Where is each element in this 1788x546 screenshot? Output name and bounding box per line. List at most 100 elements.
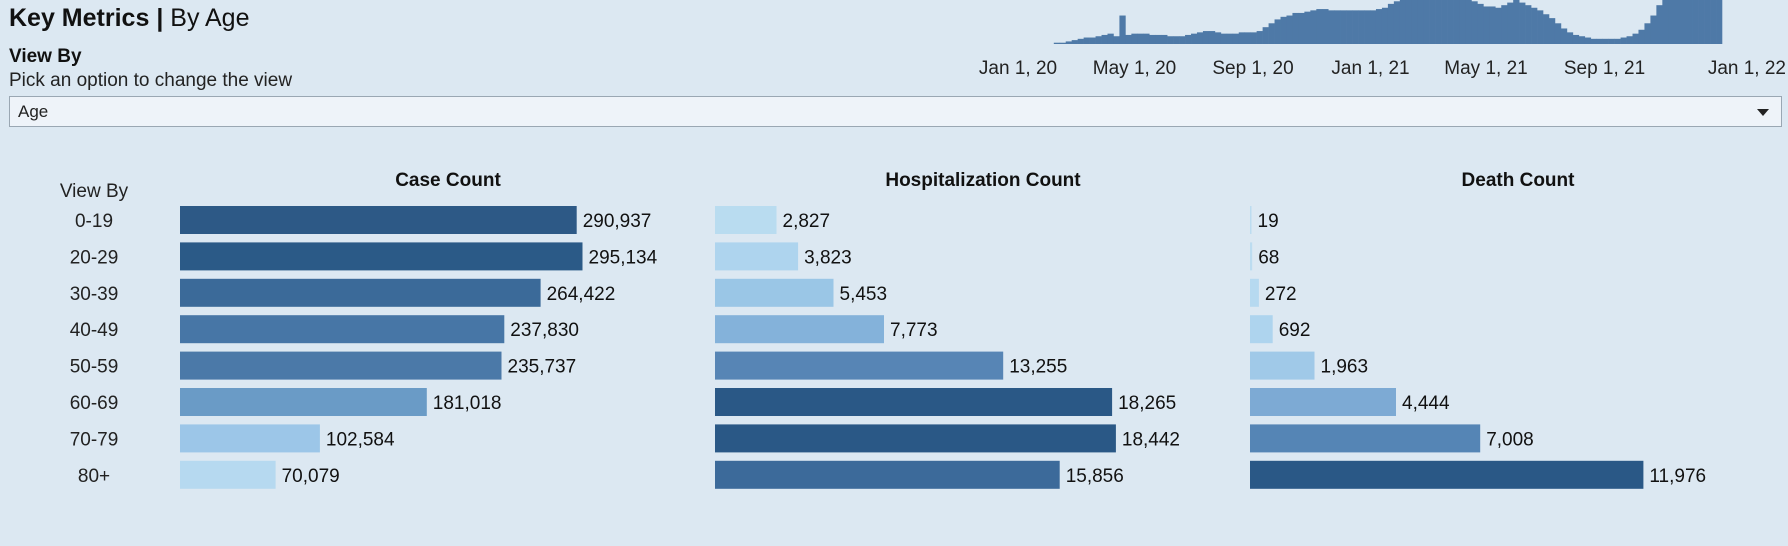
timeline-bar xyxy=(1584,37,1592,44)
bar xyxy=(1250,351,1315,380)
timeline-bar xyxy=(1560,28,1568,44)
timeline-bar xyxy=(1053,42,1061,44)
bar-value-label: 235,737 xyxy=(508,357,577,378)
timeline-bar xyxy=(1274,19,1281,44)
timeline-bar xyxy=(1119,15,1126,45)
bar xyxy=(715,424,1116,453)
view-by-label: View By xyxy=(9,46,82,67)
timeline-bar xyxy=(1131,33,1138,44)
bar-value-label: 264,422 xyxy=(547,284,616,305)
timeline-bar xyxy=(1477,3,1484,44)
bar-value-label: 5,453 xyxy=(840,284,888,305)
timeline-bar xyxy=(1095,36,1102,44)
category-label: 0-19 xyxy=(75,211,113,232)
timeline-bar xyxy=(1268,23,1275,44)
timeline-bar xyxy=(1465,0,1472,45)
timeline-bar xyxy=(1310,10,1317,45)
timeline-bar xyxy=(1214,32,1222,44)
view-by-select[interactable]: Age xyxy=(9,96,1782,127)
timeline-bar xyxy=(1340,10,1347,45)
timeline-tick-label: May 1, 21 xyxy=(1444,58,1527,79)
timeline-bar xyxy=(1161,34,1168,44)
panel-title: Case Count xyxy=(395,170,501,191)
bar xyxy=(1250,242,1253,271)
bar xyxy=(715,315,884,344)
timeline-bar xyxy=(1226,33,1234,44)
timeline-bar xyxy=(1519,2,1526,44)
panel-title: Hospitalization Count xyxy=(885,170,1081,191)
bar-value-label: 692 xyxy=(1279,320,1311,341)
timeline-bar xyxy=(1101,34,1108,44)
bar xyxy=(180,242,583,271)
timeline-bar xyxy=(1656,5,1663,44)
timeline-bar xyxy=(1113,36,1120,44)
timeline-bar xyxy=(1483,6,1490,44)
timeline-bar xyxy=(1286,15,1293,45)
bar xyxy=(715,278,834,307)
category-label: 20-29 xyxy=(70,247,119,268)
timeline-bar xyxy=(1316,9,1323,44)
bar-value-label: 2,827 xyxy=(783,211,831,232)
view-by-selected-value: Age xyxy=(18,102,49,121)
timeline-bar xyxy=(1548,18,1556,44)
timeline-bar xyxy=(1417,0,1424,45)
timeline-tick-label: Sep 1, 20 xyxy=(1212,58,1293,79)
timeline-bar xyxy=(1716,0,1723,44)
title-separator: | xyxy=(156,4,164,32)
timeline-bar xyxy=(1674,0,1681,44)
timeline-bar xyxy=(1447,0,1454,45)
bar-value-label: 7,773 xyxy=(890,320,938,341)
timeline-bar xyxy=(1405,0,1413,45)
bar-value-label: 1,963 xyxy=(1321,357,1369,378)
timeline-bar xyxy=(1393,1,1401,44)
timeline-bar xyxy=(1531,7,1538,44)
timeline-bar xyxy=(1566,32,1574,44)
timeline-bar xyxy=(1620,37,1627,44)
timeline-bar xyxy=(1411,0,1419,45)
timeline-bar xyxy=(1596,38,1603,44)
timeline-bar xyxy=(1125,34,1132,44)
timeline-bar xyxy=(1202,31,1210,44)
timeline-bar xyxy=(1280,16,1287,44)
timeline-bar xyxy=(1059,42,1067,44)
timeline-bar xyxy=(1208,31,1216,44)
category-label: 40-49 xyxy=(70,320,119,341)
bar-value-label: 237,830 xyxy=(510,320,579,341)
timeline-bar xyxy=(1381,7,1389,44)
bar-value-label: 4,444 xyxy=(1402,393,1450,414)
bar xyxy=(180,460,276,489)
bar xyxy=(180,278,541,307)
timeline-bar xyxy=(1644,23,1651,44)
bar xyxy=(715,242,799,271)
timeline-bar xyxy=(1256,31,1263,44)
timeline-bar xyxy=(1292,12,1299,45)
bar xyxy=(1250,424,1481,453)
timeline-bar xyxy=(1244,32,1251,44)
timeline-bar xyxy=(1435,0,1442,44)
timeline-bar xyxy=(1525,5,1532,44)
chevron-down-icon[interactable] xyxy=(1757,109,1769,116)
timeline-bar xyxy=(1077,38,1084,44)
timeline-bar xyxy=(1155,34,1162,44)
timeline-bar xyxy=(1471,1,1478,44)
timeline-bar xyxy=(1429,0,1436,45)
timeline-bar xyxy=(1692,0,1699,44)
timeline-bar xyxy=(1632,33,1639,44)
page-title: Key Metrics | By Age xyxy=(9,4,250,33)
timeline-bar xyxy=(1513,0,1520,44)
category-label: 80+ xyxy=(78,466,110,487)
timeline-bar xyxy=(1346,10,1353,45)
timeline-bar xyxy=(1137,33,1144,44)
timeline-bar xyxy=(1173,36,1180,44)
timeline-bar xyxy=(1501,5,1508,44)
timeline-bar xyxy=(1179,36,1186,44)
bar-value-label: 15,856 xyxy=(1066,466,1124,487)
timeline-bar xyxy=(1143,33,1150,44)
bar-value-label: 295,134 xyxy=(589,247,658,268)
timeline-bar xyxy=(1149,34,1156,44)
timeline-bar xyxy=(1638,29,1645,44)
timeline-bar xyxy=(1590,38,1598,44)
bar xyxy=(1250,278,1259,307)
timeline-bar xyxy=(1399,0,1407,45)
view-by-hint: Pick an option to change the view xyxy=(9,70,293,91)
